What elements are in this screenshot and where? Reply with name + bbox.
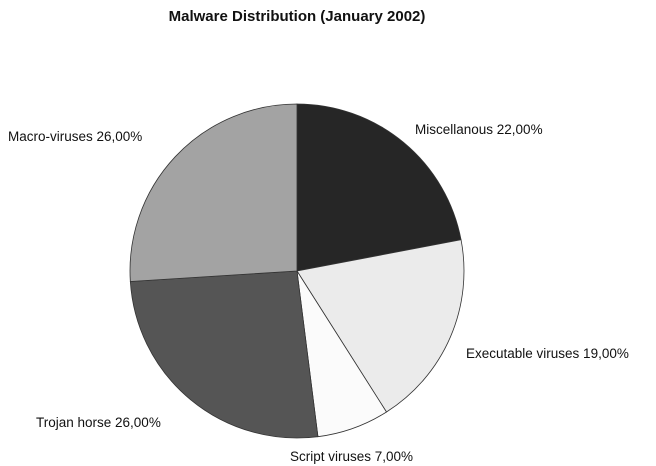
slice-label-executable-viruses: Executable viruses 19,00%	[466, 346, 629, 361]
slice-label-macro-viruses: Macro-viruses 26,00%	[8, 129, 142, 144]
pie-slice-executable-viruses	[296, 239, 465, 413]
pie-slice-macro-viruses	[129, 103, 298, 282]
slice-label-miscellanous: Miscellanous 22,00%	[415, 122, 543, 137]
pie-slice-trojan-horse	[129, 270, 319, 439]
chart-title: Malware Distribution (January 2002)	[168, 8, 426, 25]
slice-label-trojan-horse: Trojan horse 26,00%	[36, 415, 161, 430]
slice-labels: Miscellanous 22,00% Executable viruses 19…	[8, 122, 629, 464]
pie-slice-miscellanous	[296, 103, 462, 272]
slice-label-script-viruses: Script viruses 7,00%	[290, 449, 413, 464]
pie-slices	[129, 103, 465, 439]
